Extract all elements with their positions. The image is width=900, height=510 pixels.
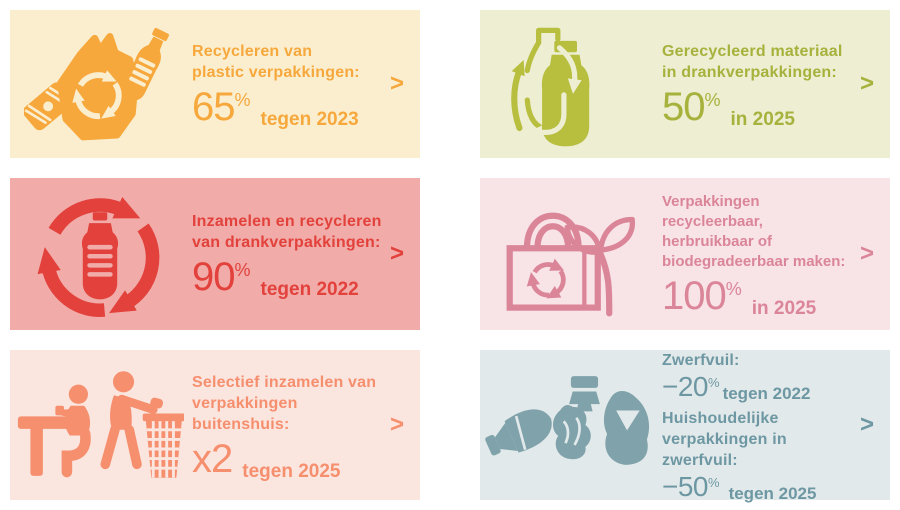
chevron-right-icon[interactable]: > [389, 240, 404, 267]
card-content: Selectief inzamelen van verpakkingen bui… [192, 350, 386, 500]
target-value: −20 [662, 370, 709, 402]
target-stat: 50% in 2025 [662, 85, 856, 130]
target-deadline: tegen 2022 [260, 279, 359, 300]
bottle-recycle-arrows-icon [480, 10, 660, 158]
description-line: verpakkingen buitenshuis: [192, 394, 298, 433]
target-unit: % [234, 260, 251, 280]
description-line: plastic verpakkingen: [192, 64, 360, 81]
card-zwerfvuil[interactable]: Zwerfvuil: −20%tegen 2022 Huishoudelijke… [480, 350, 890, 503]
chevron-right-icon[interactable]: > [389, 70, 404, 97]
target-unit: % [704, 90, 721, 110]
target-value: 65 [192, 85, 235, 129]
chevron-right-icon[interactable]: > [859, 240, 874, 267]
card-description: Zwerfvuil: [662, 350, 856, 371]
card-description: Huishoudelijke verpakkingen in zwerfvuil… [662, 408, 856, 471]
target-stat: −50% tegen 2025 [662, 470, 856, 503]
description-line: verpakkingen in zwerfvuil: [662, 430, 787, 469]
chevron-right-icon[interactable]: > [859, 411, 874, 438]
target-deadline: tegen 2023 [260, 109, 359, 130]
litter-bottles-icon [480, 350, 660, 500]
description-line: Huishoudelijke [662, 409, 779, 427]
card-content: Zwerfvuil: −20%tegen 2022 Huishoudelijke… [662, 350, 856, 503]
description-line: Recycleren van [192, 43, 313, 60]
card-description: Inzamelen en recycleren van drankverpakk… [192, 211, 386, 253]
card-content: Verpakkingen recycleerbaar, herbruikbaar… [662, 178, 856, 330]
target-deadline: in 2025 [751, 298, 817, 319]
outdoor-litter-disposal-icon [10, 350, 190, 500]
card-content: Gerecycleerd materiaal in drankverpakkin… [662, 10, 856, 158]
target-unit: % [234, 90, 251, 110]
target-stat: x2 tegen 2025 [192, 436, 386, 482]
card-description: Verpakkingen recycleerbaar, herbruikbaar… [662, 192, 856, 272]
target-value: 50 [662, 85, 705, 129]
stat-group-huishoudelijke-verpakkingen: Huishoudelijke verpakkingen in zwerfvuil… [662, 408, 856, 503]
target-value: x2 [192, 436, 233, 481]
bag-with-sprout-icon [480, 178, 660, 330]
description-line: Verpakkingen recycleerbaar, [662, 193, 763, 230]
target-stat: 100% in 2025 [662, 274, 856, 319]
description-line: biodegradeerbaar maken: [662, 253, 846, 270]
target-unit: % [708, 474, 720, 490]
card-recycleren-plastic-verpakkingen[interactable]: Recycleren van plastic verpakkingen: 65%… [10, 10, 420, 158]
target-deadline: tegen 2022 [722, 383, 811, 403]
target-stat: −20%tegen 2022 [662, 370, 856, 403]
target-stat: 90% tegen 2022 [192, 255, 386, 300]
target-value: 100 [662, 274, 727, 318]
target-unit: % [708, 374, 720, 390]
target-deadline: tegen 2025 [728, 483, 817, 503]
target-stat: 65% tegen 2023 [192, 85, 386, 130]
description-line: Zwerfvuil: [662, 351, 740, 369]
description-line: in drankverpakkingen: [662, 64, 837, 81]
card-selectief-inzamelen[interactable]: Selectief inzamelen van verpakkingen bui… [10, 350, 420, 500]
target-deadline: in 2025 [730, 109, 795, 130]
description-line: Gerecycleerd materiaal [662, 43, 843, 60]
description-line: Selectief inzamelen van [192, 373, 377, 391]
description-line: Inzamelen en recycleren [192, 213, 382, 230]
target-value: −50 [662, 470, 709, 502]
waste-bag-and-bottle-icon [10, 10, 190, 158]
card-gerecycleerd-materiaal[interactable]: Gerecycleerd materiaal in drankverpakkin… [480, 10, 890, 158]
chevron-right-icon[interactable]: > [389, 411, 404, 438]
chevron-right-icon[interactable]: > [859, 70, 874, 97]
target-unit: % [725, 279, 742, 299]
stat-group-zwerfvuil: Zwerfvuil: −20%tegen 2022 [662, 350, 856, 403]
card-verpakkingen-recycleerbaar[interactable]: Verpakkingen recycleerbaar, herbruikbaar… [480, 178, 890, 330]
target-value: 90 [192, 255, 235, 299]
description-line: van drankverpakkingen: [192, 234, 381, 251]
card-inzamelen-recycleren[interactable]: Inzamelen en recycleren van drankverpakk… [10, 178, 420, 330]
recycling-loop-bottle-icon [10, 178, 190, 330]
description-line: herbruikbaar of [662, 233, 773, 250]
card-description: Gerecycleerd materiaal in drankverpakkin… [662, 41, 856, 83]
target-deadline: tegen 2025 [242, 460, 341, 482]
card-description: Recycleren van plastic verpakkingen: [192, 41, 386, 83]
card-content: Recycleren van plastic verpakkingen: 65%… [192, 10, 386, 158]
card-description: Selectief inzamelen van verpakkingen bui… [192, 372, 386, 435]
card-content: Inzamelen en recycleren van drankverpakk… [192, 178, 386, 330]
